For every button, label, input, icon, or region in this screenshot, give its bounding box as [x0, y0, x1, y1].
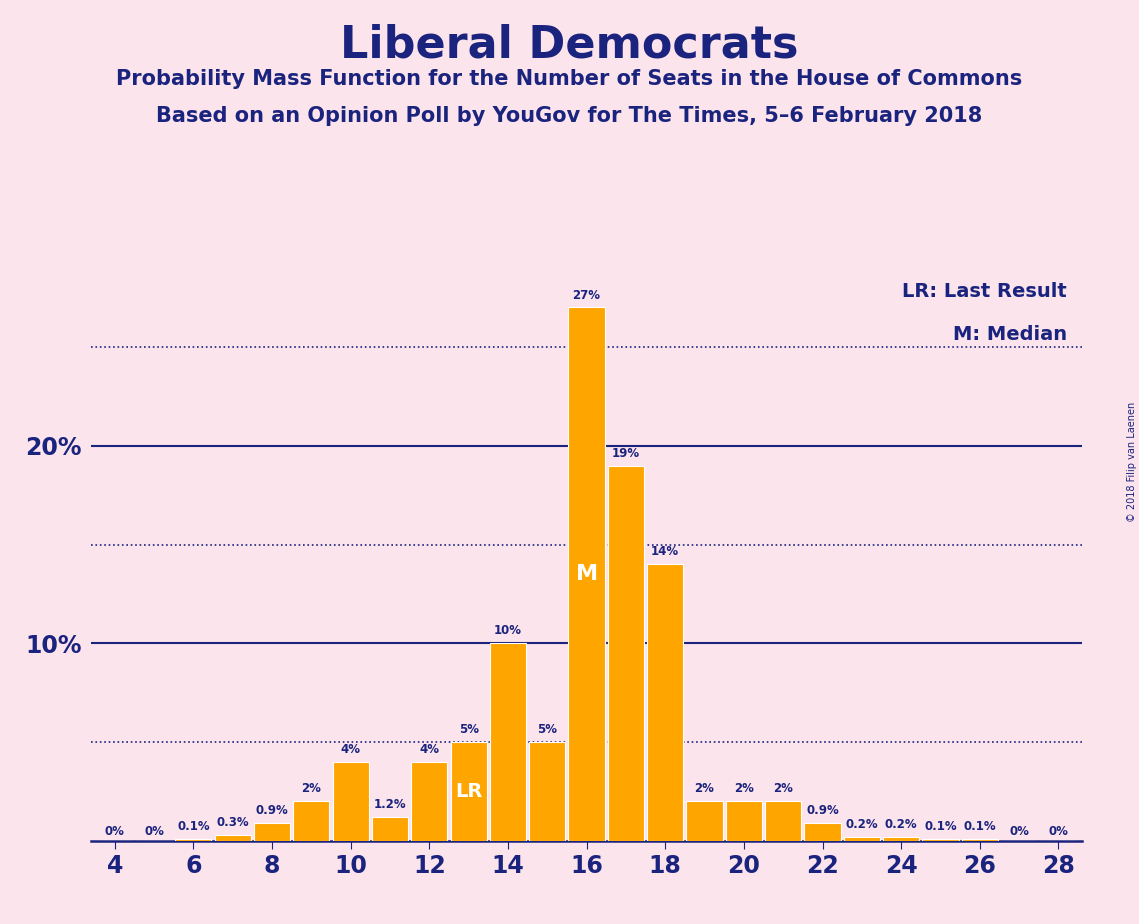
Bar	[411, 761, 448, 841]
Text: 19%: 19%	[612, 446, 640, 459]
Text: LR: LR	[454, 782, 482, 801]
Bar	[254, 823, 290, 841]
Text: 0.1%: 0.1%	[964, 820, 997, 833]
Bar	[214, 835, 251, 841]
Text: 0.9%: 0.9%	[255, 804, 288, 817]
Text: 2%: 2%	[302, 783, 321, 796]
Text: Based on an Opinion Poll by YouGov for The Times, 5–6 February 2018: Based on an Opinion Poll by YouGov for T…	[156, 106, 983, 127]
Bar	[765, 801, 801, 841]
Text: 2%: 2%	[734, 783, 754, 796]
Text: Liberal Democrats: Liberal Democrats	[341, 23, 798, 67]
Text: © 2018 Filip van Laenen: © 2018 Filip van Laenen	[1126, 402, 1137, 522]
Text: Probability Mass Function for the Number of Seats in the House of Commons: Probability Mass Function for the Number…	[116, 69, 1023, 90]
Bar	[293, 801, 329, 841]
Text: 0.2%: 0.2%	[885, 818, 918, 831]
Text: 27%: 27%	[573, 288, 600, 301]
Bar	[568, 308, 605, 841]
Bar	[687, 801, 722, 841]
Text: 10%: 10%	[494, 625, 522, 638]
Bar	[961, 839, 998, 841]
Text: M: M	[575, 565, 598, 584]
Text: 0.9%: 0.9%	[806, 804, 839, 817]
Bar	[647, 565, 683, 841]
Text: LR: Last Result: LR: Last Result	[902, 283, 1067, 301]
Text: 2%: 2%	[773, 783, 793, 796]
Bar	[490, 643, 526, 841]
Bar	[371, 817, 408, 841]
Bar	[333, 761, 369, 841]
Text: 0%: 0%	[145, 825, 164, 838]
Text: 0%: 0%	[1049, 825, 1068, 838]
Text: 0.2%: 0.2%	[845, 818, 878, 831]
Text: 5%: 5%	[459, 723, 478, 736]
Bar	[883, 837, 919, 841]
Bar	[530, 742, 565, 841]
Text: 0.1%: 0.1%	[177, 820, 210, 833]
Text: 0.3%: 0.3%	[216, 816, 249, 829]
Text: 2%: 2%	[695, 783, 714, 796]
Text: M: Median: M: Median	[953, 325, 1067, 345]
Text: 5%: 5%	[538, 723, 557, 736]
Text: 4%: 4%	[419, 743, 440, 756]
Text: 0%: 0%	[1009, 825, 1029, 838]
Bar	[608, 466, 644, 841]
Text: 0.1%: 0.1%	[924, 820, 957, 833]
Text: 1.2%: 1.2%	[374, 798, 407, 811]
Text: 4%: 4%	[341, 743, 361, 756]
Bar	[923, 839, 959, 841]
Bar	[844, 837, 880, 841]
Text: 14%: 14%	[652, 545, 679, 558]
Bar	[451, 742, 486, 841]
Bar	[175, 839, 212, 841]
Bar	[726, 801, 762, 841]
Text: 0%: 0%	[105, 825, 124, 838]
Bar	[804, 823, 841, 841]
